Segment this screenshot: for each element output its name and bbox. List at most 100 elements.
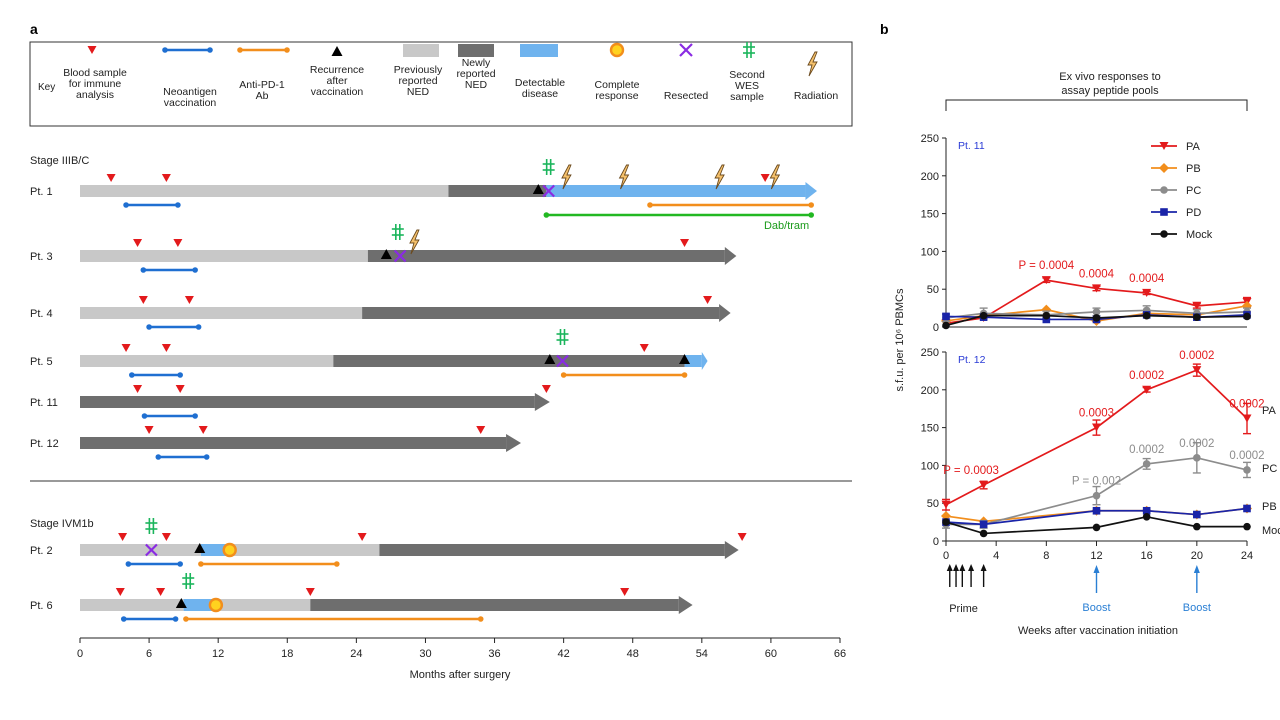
data-point — [1243, 522, 1251, 531]
complete-response-marker — [208, 597, 224, 613]
vaccination-bar-end — [175, 202, 181, 208]
timeline-segment — [333, 355, 685, 367]
vaccination-bar — [120, 616, 179, 622]
blood-sample-marker — [620, 587, 630, 597]
patient-row: Pt. 6 — [30, 573, 693, 622]
timeline-segment — [200, 544, 230, 556]
data-point — [1193, 510, 1201, 519]
boost-arrow-head — [1093, 565, 1100, 573]
dabtram-label: Dab/tram — [764, 220, 809, 232]
vaccination-bar — [140, 267, 198, 273]
data-point — [1142, 288, 1152, 298]
wes-marker — [556, 329, 569, 345]
blood-sample-marker — [541, 384, 551, 394]
patient-label: Pt. 1 — [30, 186, 53, 198]
y-tick-label: 150 — [921, 423, 939, 435]
patient-row: Pt. 12 — [30, 425, 522, 460]
timeline-segment — [80, 599, 184, 611]
y-tick-label: 0 — [933, 322, 939, 334]
p-value-annotation: 0.0002 — [1129, 444, 1164, 456]
p-value-annotation: 0.0003 — [1079, 408, 1114, 420]
radiation-marker — [618, 164, 630, 190]
legend-label: PA — [1186, 141, 1201, 153]
antipd1-bar — [560, 372, 688, 378]
blood-sample-marker — [156, 587, 166, 597]
response-panel: 0 50 100 150 200 250 Pt. 12 P = 0.0003 0.0003 0.0… — [921, 347, 1280, 548]
vaccination-bar-end — [195, 324, 202, 330]
y-tick-label: 200 — [921, 171, 939, 183]
legend-recurrence-marker — [331, 46, 343, 56]
data-point — [1092, 314, 1101, 322]
y-tick-label: 200 — [921, 385, 939, 397]
legend-prev-ned-label: Previously — [394, 64, 443, 76]
y-tick-label: 150 — [921, 209, 939, 221]
timeline-x-tick-label: 48 — [627, 648, 639, 660]
legend-antipd1-marker-start — [237, 47, 243, 53]
legend-label: PD — [1186, 207, 1201, 219]
vaccination-bar-start — [140, 267, 147, 273]
legend-blood-label: for immune — [69, 78, 122, 90]
timeline-x-tick-label: 18 — [281, 648, 293, 660]
blood-sample-marker — [121, 343, 131, 353]
series-end-label: PB — [1262, 501, 1277, 513]
series-line — [945, 515, 1247, 535]
vaccination-bar-end — [177, 561, 183, 567]
legend-prev-ned-marker — [403, 44, 439, 57]
response-chart: Ex vivo responses to assay peptide pools 0… — [894, 71, 1280, 637]
legend-prev-ned-label: NED — [407, 86, 430, 98]
timeline-segment — [229, 544, 380, 556]
data-point — [1160, 230, 1168, 238]
data-point — [1193, 522, 1201, 531]
data-point — [1160, 208, 1168, 216]
recurrence-marker — [532, 184, 544, 194]
legend-radiation-marker — [807, 51, 818, 77]
timeline-x-tick-label: 12 — [212, 648, 224, 660]
boost-arrow-head — [1193, 565, 1200, 573]
legend-wes-label: Second — [729, 69, 765, 81]
legend-new-ned-label: Newly — [462, 57, 491, 69]
data-point — [979, 529, 988, 538]
legend-new-ned-label: reported — [456, 68, 495, 80]
wes-marker — [391, 224, 404, 240]
timeline-segment — [80, 355, 334, 367]
radiation-marker — [769, 164, 781, 190]
vaccination-bar-start — [146, 324, 152, 330]
timeline-segment — [684, 355, 702, 367]
timeline-segment — [310, 599, 679, 611]
wes-marker — [182, 573, 195, 589]
legend-radiation-label: Radiation — [794, 90, 839, 102]
patient-label: Pt. 4 — [30, 308, 53, 320]
legend-antipd1-marker-end — [284, 47, 290, 53]
antipd1-bar — [647, 202, 815, 208]
antipd1-bar-start — [560, 372, 567, 378]
data-point — [941, 500, 951, 509]
legend-wes-marker — [743, 42, 755, 58]
patient-row: Pt. 1 Dab/tram — [30, 159, 817, 232]
patient-label: Pt. 11 — [30, 397, 58, 409]
data-point — [1160, 186, 1168, 194]
legend-label: PB — [1186, 163, 1201, 175]
p-value-annotation: P = 0.0004 — [1018, 260, 1074, 272]
legend-label: Mock — [1186, 229, 1213, 241]
legend-complete-label: response — [595, 90, 638, 102]
vaccination-bar — [146, 324, 202, 330]
series-pa — [941, 363, 1252, 511]
blood-sample-marker — [184, 295, 194, 305]
antipd1-bar-start — [647, 202, 653, 208]
resected-marker — [556, 354, 569, 368]
legend-antipd1-label: Ab — [256, 90, 269, 102]
data-point — [1192, 366, 1202, 375]
prime-arrow-head — [959, 564, 966, 571]
legend-detectable-label: Detectable — [515, 77, 565, 89]
vaccination-bar-start — [123, 202, 129, 208]
blood-sample-marker — [133, 384, 143, 394]
vaccination-bar-start — [120, 616, 127, 622]
patient-label: Pt. 6 — [30, 600, 53, 612]
timeline-x-tick-label: 54 — [696, 648, 708, 660]
recurrence-marker — [194, 543, 206, 553]
legend-resected-marker-b — [679, 43, 693, 57]
series-end-label: PA — [1262, 405, 1277, 417]
patient-label: Pt. 5 — [30, 356, 53, 368]
dabtram-bar-end — [808, 212, 815, 218]
complete-response-marker — [222, 542, 237, 558]
